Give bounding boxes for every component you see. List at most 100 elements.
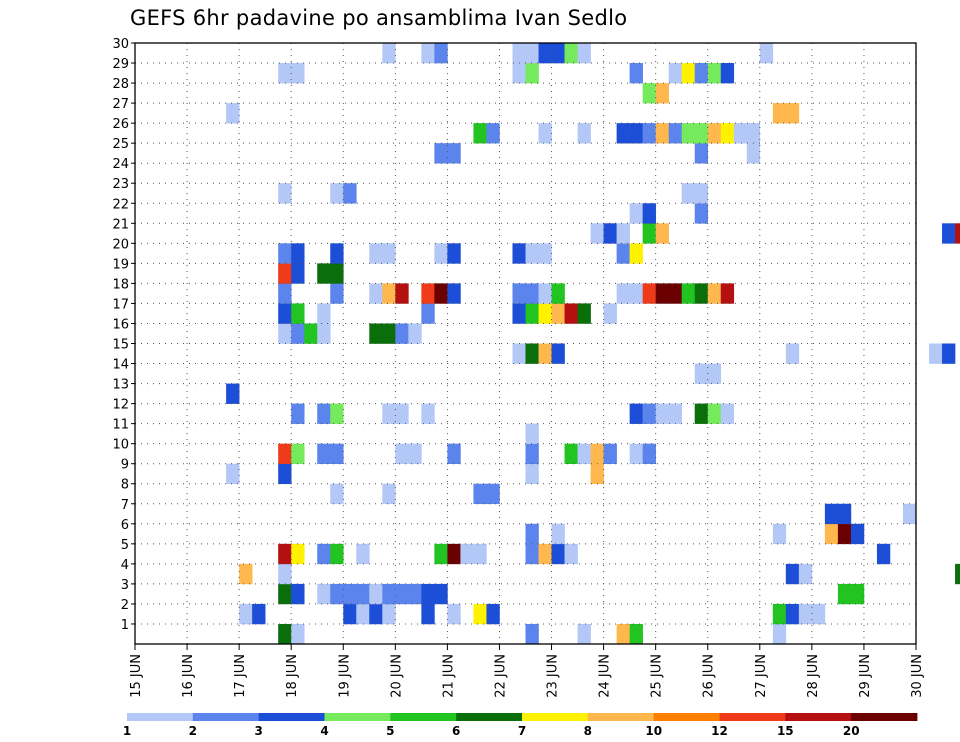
heatmap-cell (291, 243, 305, 264)
heatmap-cell (356, 583, 370, 605)
heatmap-cell (525, 343, 539, 364)
heatmap-cell (291, 303, 305, 324)
heatmap-cell (798, 563, 813, 585)
x-tick-label: 25 JUN (650, 654, 665, 698)
y-tick-label: 8 (121, 478, 129, 493)
heatmap-cell (785, 343, 800, 364)
heatmap-cell (447, 603, 461, 625)
heatmap-cell (278, 583, 292, 605)
heatmap-cell (577, 123, 591, 144)
heatmap-cell (252, 603, 266, 625)
heatmap-cell (681, 63, 696, 84)
heatmap-cell (330, 243, 344, 264)
heatmap-cell (616, 283, 630, 304)
legend-swatch (785, 713, 852, 721)
heatmap-cell (824, 523, 839, 545)
heatmap-cell (395, 583, 409, 605)
heatmap-cell (278, 63, 292, 84)
y-tick-label: 13 (112, 378, 129, 393)
heatmap-cell (525, 523, 539, 545)
heatmap-cell (629, 623, 643, 645)
heatmap-cell (590, 223, 604, 244)
legend-swatch (587, 713, 655, 721)
heatmap-cell (655, 83, 669, 104)
heatmap-cell (616, 123, 630, 144)
heatmap-cell (668, 63, 682, 84)
heatmap-cell (538, 123, 552, 144)
heatmap-cell (746, 143, 761, 164)
y-tick-label: 2 (121, 598, 129, 613)
x-tick-label: 20 JUN (389, 654, 404, 698)
y-tick-label: 27 (112, 97, 129, 112)
heatmap-cell (408, 443, 422, 464)
heatmap-cell (473, 603, 487, 625)
heatmap-cell (733, 123, 748, 144)
legend-label: 12 (711, 724, 728, 738)
heatmap-cell (304, 323, 318, 344)
heatmap-cell (655, 223, 669, 244)
heatmap-cell (538, 283, 552, 304)
y-tick-label: 28 (112, 77, 129, 92)
heatmap-cell (655, 403, 669, 424)
heatmap-cell (525, 63, 539, 84)
y-tick-label: 11 (112, 418, 129, 433)
heatmap-cell (291, 323, 305, 344)
heatmap-cell (694, 123, 709, 144)
heatmap-cell (538, 543, 552, 565)
heatmap-cell (369, 283, 383, 304)
heatmap-cell (356, 603, 370, 625)
y-tick-label: 19 (112, 257, 129, 272)
heatmap-cell (629, 243, 643, 264)
heatmap-cell (603, 303, 617, 324)
heatmap-cell (707, 403, 722, 424)
heatmap-cell (629, 403, 643, 424)
heatmap-cell (642, 83, 656, 104)
heatmap-cell (278, 283, 292, 304)
heatmap-cell (720, 403, 735, 424)
heatmap-cell (382, 603, 396, 625)
heatmap-cell (785, 103, 800, 124)
heatmap-cell (291, 63, 305, 84)
legend-label: 5 (386, 724, 394, 738)
heatmap-cell (616, 243, 630, 264)
heatmap-cell (317, 583, 331, 605)
heatmap-cell (942, 343, 956, 364)
heatmap-cell (330, 483, 344, 505)
heatmap-cell (837, 523, 852, 545)
legend-label: 3 (255, 724, 263, 738)
y-tick-label: 21 (112, 217, 129, 232)
x-tick-label: 22 JUN (494, 654, 509, 698)
heatmap-cell (525, 303, 539, 324)
heatmap-cell (512, 63, 526, 84)
heatmap-cell (330, 183, 344, 204)
heatmap-cell (772, 523, 787, 545)
heatmap-cell (616, 623, 630, 645)
heatmap-cell (720, 123, 735, 144)
legend-swatch (127, 713, 194, 721)
legend-swatch (390, 713, 457, 721)
heatmap-cell (668, 283, 682, 304)
heatmap-cell (525, 623, 539, 645)
legend-swatch (653, 713, 720, 721)
heatmap-cell (447, 143, 461, 164)
heatmap-cell (343, 583, 357, 605)
heatmap-cell (278, 443, 292, 464)
y-tick-label: 6 (121, 518, 129, 533)
legend-label: 7 (518, 724, 526, 738)
heatmap-cell (525, 283, 539, 304)
heatmap-cell (382, 323, 396, 344)
heatmap-cell (681, 183, 696, 204)
x-tick-label: 17 JUN (233, 654, 248, 698)
legend-swatch (456, 713, 523, 721)
legend-swatch (192, 713, 260, 721)
x-tick-label: 21 JUN (441, 654, 456, 698)
heatmap-cell (226, 383, 240, 404)
legend-swatch (258, 713, 325, 721)
heatmap-cell (564, 543, 578, 565)
legend-swatch (719, 713, 786, 721)
heatmap-cell (551, 303, 565, 324)
heatmap-cell (564, 303, 578, 324)
heatmap-cell (538, 43, 552, 64)
heatmap-cell (525, 43, 539, 64)
